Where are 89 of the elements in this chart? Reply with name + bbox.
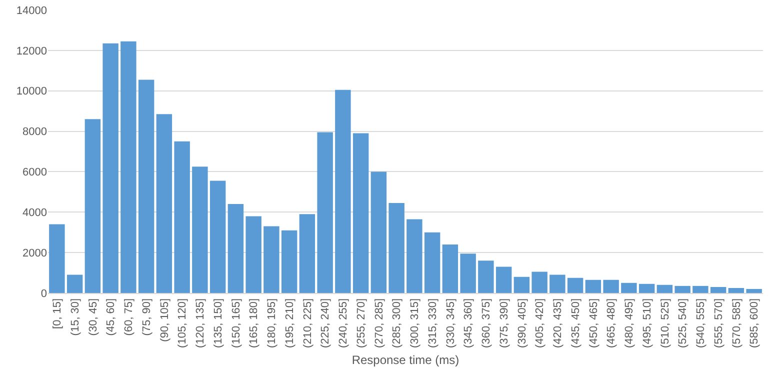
bar	[710, 286, 726, 293]
x-tick-label: (90, 105]	[158, 298, 171, 342]
x-tick-label: (120, 135]	[194, 298, 207, 348]
x-tick-label: (360, 375]	[480, 298, 493, 348]
bar	[281, 230, 298, 293]
x-tick-label: (270, 285]	[373, 298, 386, 348]
bar	[317, 132, 333, 293]
bar	[567, 278, 584, 293]
x-tick-label: (435, 450]	[570, 298, 582, 348]
bar	[299, 214, 316, 293]
x-tick-label: (150, 165]	[230, 298, 242, 348]
y-tick-label: 6000	[22, 166, 47, 179]
x-tick-label: (255, 270]	[355, 298, 368, 348]
x-tick-label: (75, 90]	[140, 298, 153, 336]
x-tick-label: (345, 360]	[462, 298, 475, 348]
x-tick-label: (135, 150]	[212, 298, 224, 348]
bar	[460, 254, 476, 293]
bar	[424, 232, 440, 293]
x-tick-label: (555, 570]	[712, 298, 725, 348]
bar	[585, 280, 602, 293]
bar	[210, 180, 226, 293]
bar	[192, 166, 208, 293]
x-tick-label: (570, 585]	[730, 298, 743, 348]
x-tick-label: (45, 60]	[105, 298, 118, 336]
bar	[246, 216, 262, 293]
bar	[532, 272, 548, 293]
y-tick-label: 10000	[16, 86, 47, 98]
bar	[638, 284, 655, 293]
bar	[84, 119, 101, 293]
bar	[335, 90, 351, 293]
bar	[603, 280, 619, 293]
x-tick-label: (105, 120]	[176, 298, 189, 348]
bar	[388, 203, 404, 293]
x-tick-label: (15, 30]	[69, 298, 82, 336]
x-tick-label: (240, 255]	[338, 298, 350, 348]
x-tick-label: (210, 225]	[302, 298, 314, 348]
bar	[692, 286, 708, 293]
bar	[228, 204, 244, 293]
y-tick-label: 8000	[22, 126, 47, 138]
x-tick-label: (165, 180]	[248, 298, 260, 348]
bar	[621, 282, 637, 293]
y-tick-label: 0	[40, 288, 47, 300]
x-tick-label: (300, 315]	[409, 298, 422, 348]
bar	[264, 226, 280, 293]
x-tick-label: (510, 525]	[659, 298, 672, 348]
bar	[352, 133, 369, 293]
x-tick-label: (195, 210]	[284, 298, 296, 348]
bar	[442, 244, 458, 293]
x-tick-label: (390, 405]	[516, 298, 528, 348]
x-tick-label: (420, 435]	[552, 298, 564, 348]
bar	[102, 43, 118, 293]
x-tick-label: [0, 15]	[52, 298, 64, 329]
bar	[49, 224, 65, 293]
bar	[496, 266, 512, 293]
x-tick-label: (30, 45]	[87, 298, 100, 336]
bar	[514, 276, 530, 293]
bar	[120, 41, 136, 293]
x-axis-title: Response time (ms)	[352, 352, 460, 367]
x-tick-label: (405, 420]	[534, 298, 546, 348]
x-tick-label: (285, 300]	[391, 298, 404, 348]
x-tick-label: (465, 480]	[606, 298, 618, 348]
x-tick-label: (525, 540]	[677, 298, 690, 348]
bar	[66, 274, 83, 293]
y-tick-label: 12000	[16, 45, 47, 58]
x-tick-label: (180, 195]	[266, 298, 278, 348]
x-tick-label: (375, 390]	[498, 298, 510, 348]
bar	[656, 284, 673, 293]
bar	[406, 219, 422, 293]
bar	[674, 286, 690, 293]
bar	[728, 288, 744, 293]
bar	[174, 141, 190, 293]
bar	[156, 114, 172, 293]
bar	[138, 80, 154, 293]
y-tick-label: 4000	[22, 206, 47, 219]
x-tick-label: (315, 330]	[426, 298, 439, 348]
x-tick-label: (540, 555]	[695, 298, 708, 348]
y-tick-label: 14000	[16, 4, 47, 17]
x-tick-label: (450, 465]	[588, 298, 600, 348]
x-tick-label: (495, 510]	[641, 298, 654, 348]
y-tick-label: 2000	[22, 247, 47, 260]
bar	[370, 172, 387, 293]
x-tick-label: (585, 600]	[748, 298, 761, 348]
x-tick-label: (60, 75]	[123, 298, 136, 336]
bar	[746, 288, 762, 293]
x-tick-label: (225, 240]	[320, 298, 332, 348]
bar	[550, 274, 566, 293]
x-tick-label: (330, 345]	[444, 298, 457, 348]
x-tick-label: (480, 495]	[624, 298, 636, 348]
bar	[478, 260, 494, 293]
